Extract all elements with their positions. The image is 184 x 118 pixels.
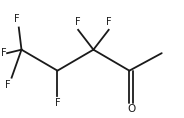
Text: F: F: [5, 80, 11, 90]
Text: F: F: [106, 17, 112, 27]
Text: F: F: [75, 17, 81, 27]
Text: F: F: [1, 48, 6, 58]
Text: F: F: [55, 98, 60, 108]
Text: F: F: [14, 14, 20, 24]
Text: O: O: [127, 104, 135, 114]
